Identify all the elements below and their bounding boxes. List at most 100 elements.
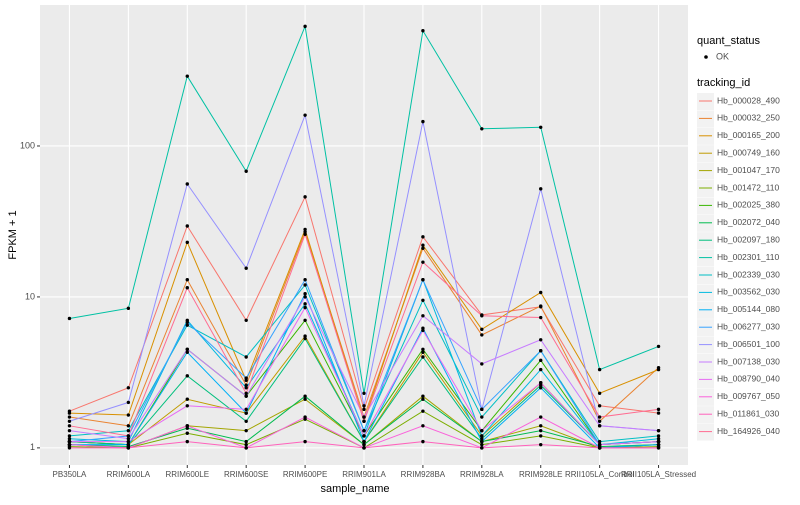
x-tick-label: RRII105LA_Control: [565, 470, 635, 479]
legend-label: Hb_006277_030: [717, 321, 780, 331]
x-tick-label: RRIM928LA: [460, 470, 504, 479]
legend-title: tracking_id: [697, 77, 750, 89]
point: [303, 113, 307, 117]
legend-label: Hb_007138_030: [717, 356, 780, 366]
x-tick-label: PB350LA: [53, 470, 87, 479]
point: [421, 347, 425, 351]
point: [421, 29, 425, 33]
point: [185, 397, 189, 401]
legend-label: Hb_002025_380: [717, 200, 780, 210]
point: [421, 246, 425, 250]
point: [185, 426, 189, 430]
point: [539, 349, 543, 353]
legend-label: Hb_005144_080: [717, 304, 780, 314]
point: [303, 232, 307, 236]
point: [185, 350, 189, 354]
point: [244, 391, 248, 395]
point: [67, 428, 72, 433]
point: [421, 397, 425, 401]
point: [656, 428, 661, 433]
point: [126, 437, 131, 441]
point: [539, 290, 543, 295]
point: [185, 323, 189, 327]
point: [421, 328, 425, 333]
point: [303, 394, 307, 398]
legend-label: Hb_002097_180: [717, 234, 780, 244]
point: [539, 383, 543, 387]
point: [185, 431, 189, 435]
y-axis-title: FPKM + 1: [7, 210, 19, 259]
point: [185, 278, 189, 282]
legend-label: Hb_164926_040: [717, 426, 780, 436]
legend-label: Hb_000749_160: [717, 147, 780, 157]
point: [362, 446, 366, 450]
point: [185, 404, 189, 408]
point: [185, 374, 189, 378]
point: [362, 407, 366, 412]
legend-label: Hb_006501_100: [717, 339, 780, 349]
point: [67, 411, 72, 415]
point: [67, 419, 72, 423]
point: [303, 336, 307, 341]
point: [126, 439, 131, 444]
y-tick-label: 10: [25, 291, 35, 301]
point: [480, 407, 484, 412]
x-tick-label: RRIM600LA: [107, 470, 151, 479]
point: [126, 386, 131, 390]
point: [303, 334, 307, 338]
point: [244, 446, 248, 450]
point: [67, 442, 72, 447]
point: [480, 333, 484, 337]
point: [539, 428, 543, 433]
point: [597, 404, 602, 408]
point: [421, 119, 425, 124]
point: [126, 413, 131, 417]
point: [185, 286, 189, 290]
point: [362, 428, 366, 433]
point: [539, 304, 543, 308]
point: [185, 424, 189, 428]
point: [244, 383, 248, 387]
point: [303, 24, 307, 29]
point: [480, 415, 484, 419]
point: [421, 278, 425, 282]
point: [539, 424, 543, 428]
point: [656, 407, 661, 412]
point: [303, 305, 307, 310]
point: [303, 302, 307, 306]
point: [303, 292, 307, 296]
point: [539, 442, 543, 447]
point: [480, 434, 484, 438]
legend-label: Hb_002339_030: [717, 269, 780, 279]
point: [656, 446, 661, 450]
x-tick-label: RRIM600SE: [224, 470, 268, 479]
point: [480, 446, 484, 450]
legend-label: Hb_002072_040: [717, 217, 780, 227]
point: [244, 428, 248, 433]
point: [67, 437, 72, 441]
point: [126, 434, 131, 438]
point: [362, 404, 366, 408]
point: [244, 419, 248, 423]
point: [480, 439, 484, 444]
point: [421, 260, 425, 264]
point: [126, 428, 131, 433]
legend-label: Hb_011861_030: [717, 408, 780, 418]
point: [421, 235, 425, 239]
point: [539, 338, 543, 342]
point: [244, 169, 248, 173]
point: [126, 400, 131, 405]
point: [597, 424, 602, 428]
legend-label: Hb_001472_110: [717, 182, 780, 192]
point: [597, 446, 602, 450]
x-tick-label: RRIM600PE: [283, 470, 327, 479]
point: [303, 278, 307, 282]
point: [303, 283, 307, 287]
point: [126, 446, 131, 450]
point: [67, 424, 72, 428]
x-tick-label: RRIM600LE: [165, 470, 209, 479]
point: [244, 394, 248, 398]
point: [539, 415, 543, 419]
point: [67, 446, 72, 450]
